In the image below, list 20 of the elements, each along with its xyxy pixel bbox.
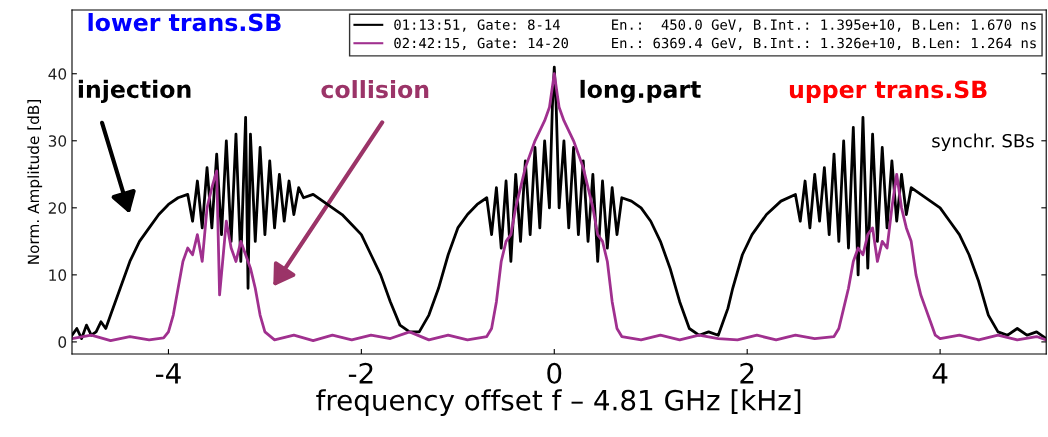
y-tick-label: 20 <box>48 202 67 214</box>
x-tick-label: 4 <box>932 363 948 384</box>
x-tick-label: 2 <box>740 362 754 384</box>
annotation: long.part <box>580 79 701 103</box>
legend-label: 01:13:51, Gate: 8-14 En.: 450.0 GeV, B.Int.: 1.395e+10, B.Len: 1.670 ns <box>394 19 1036 32</box>
x-tick-label: 0 <box>547 362 562 384</box>
y-tick-label: 30 <box>48 135 67 147</box>
annotation: upper trans.SB <box>789 80 987 103</box>
y-tick-label: 10 <box>49 269 67 281</box>
x-axis-title: frequency offset f – 4.81 GHz [kHz] <box>316 389 801 417</box>
y-tick-label: 0 <box>58 336 67 348</box>
annotation: injection <box>78 79 191 103</box>
x-tick-label: -4 <box>155 363 181 384</box>
annotation: collision <box>321 80 429 99</box>
y-axis-title: Norm. Amplitude [dB] <box>27 100 43 264</box>
annotation: lower trans.SB <box>88 12 281 32</box>
annotation: synchr. SBs <box>932 133 1034 152</box>
legend-label: 02:42:15, Gate: 14-20 En.: 6369.4 GeV, B.Int.: 1.326e+10, B.Len: 1.264 ns <box>394 37 1036 51</box>
x-tick-label: -2 <box>348 362 373 384</box>
y-tick-label: 40 <box>48 68 67 80</box>
